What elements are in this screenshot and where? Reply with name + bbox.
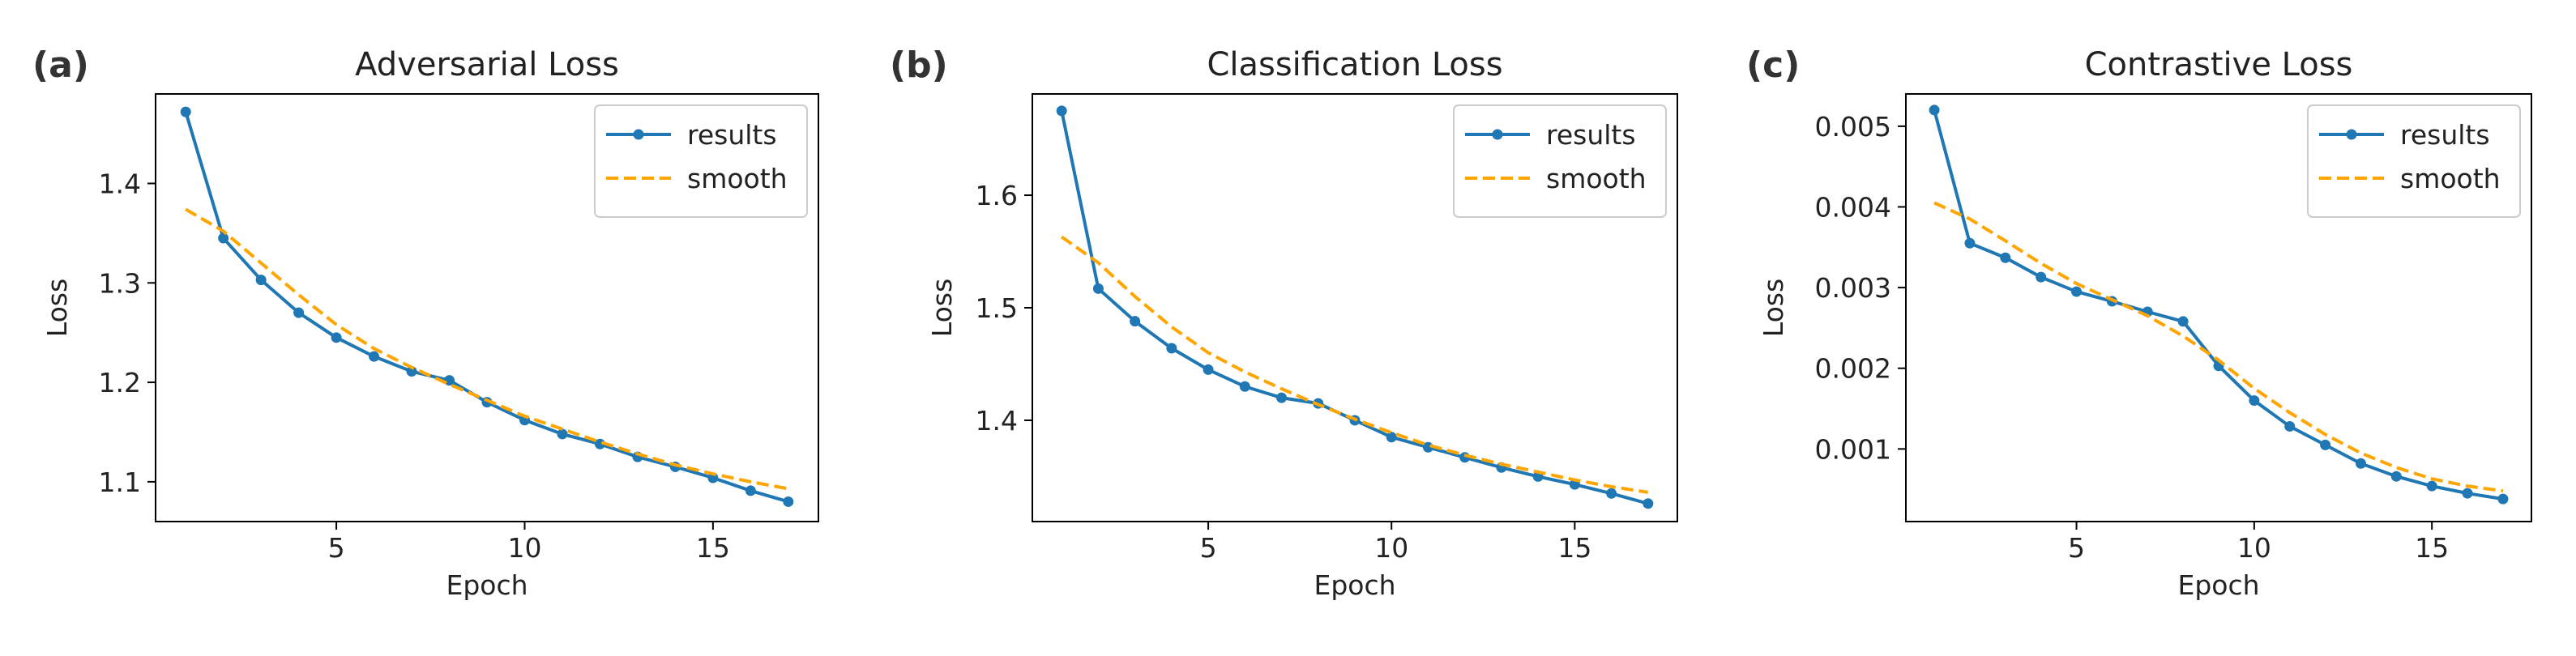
series-line-smooth <box>185 207 789 491</box>
x-axis-label: Epoch <box>446 569 528 601</box>
data-point <box>2320 439 2331 450</box>
x-tick-label: 15 <box>2415 532 2449 564</box>
legend-label-smooth: smooth <box>2400 163 2501 194</box>
data-point <box>1386 432 1397 443</box>
data-point <box>1964 237 1976 249</box>
chart-panel-1: (a) Adversarial Loss 5 10 15 1.1 1.2 1.3 1.4 Epoc… <box>32 45 819 601</box>
legend: results smooth <box>2307 104 2521 218</box>
panel-letter: (a) <box>32 45 89 86</box>
plot-frame <box>1905 93 2532 522</box>
x-tick-label: 10 <box>1374 532 1408 564</box>
data-point <box>1166 343 1177 354</box>
data-point <box>1056 105 1067 117</box>
y-tick-label: 1.4 <box>976 405 1018 437</box>
chart-title: Classification Loss <box>1207 46 1502 83</box>
data-point <box>1643 498 1654 509</box>
legend-marker <box>1492 129 1503 140</box>
y-tick-label: 1.6 <box>976 180 1018 211</box>
data-point <box>1606 488 1617 499</box>
x-tick-label: 5 <box>2068 532 2085 564</box>
data-point <box>2355 458 2366 469</box>
x-tick-label: 10 <box>507 532 541 564</box>
data-point <box>745 485 756 496</box>
legend-marker <box>633 129 644 140</box>
data-point <box>331 332 342 343</box>
data-point <box>1203 364 1214 375</box>
chart-panel-2: (b) Classification Loss 5 10 15 1.4 1.5 1.6 Epoc… <box>890 45 1678 601</box>
y-axis-label: Loss <box>41 279 73 337</box>
y-axis-label: Loss <box>1758 279 1789 337</box>
panel-letter: (b) <box>890 45 948 86</box>
data-point <box>1239 381 1250 392</box>
legend-marker <box>2346 129 2357 140</box>
data-point <box>1276 392 1288 403</box>
y-tick-label: 0.004 <box>1815 191 1891 223</box>
chart-title: Contrastive Loss <box>2085 46 2353 83</box>
x-axis-label: Epoch <box>1314 569 1395 601</box>
legend-label-smooth: smooth <box>1546 163 1647 194</box>
series-line-smooth <box>1933 201 2504 493</box>
y-axis-label: Loss <box>926 279 958 337</box>
data-point <box>406 366 417 377</box>
legend-label-results: results <box>1546 119 1636 151</box>
y-tick-label: 1.5 <box>976 292 1018 324</box>
y-tick-label: 1.3 <box>99 267 141 299</box>
x-tick-label: 10 <box>2237 532 2271 564</box>
data-point <box>2390 471 2402 482</box>
legend-label-smooth: smooth <box>687 163 788 194</box>
x-tick-label: 5 <box>1200 532 1217 564</box>
data-point <box>2036 271 2047 283</box>
data-point <box>557 428 568 440</box>
data-point <box>1130 316 1141 327</box>
chart-title: Adversarial Loss <box>355 46 619 83</box>
x-tick-label: 15 <box>696 532 730 564</box>
panel-letter: (c) <box>1746 45 1800 86</box>
data-point <box>293 307 305 318</box>
data-point <box>2497 493 2509 505</box>
data-point <box>783 496 794 507</box>
data-point <box>2462 488 2473 499</box>
y-tick-label: 0.005 <box>1815 111 1891 143</box>
data-point <box>2177 316 2189 327</box>
legend-label-results: results <box>2400 119 2490 151</box>
data-point <box>1092 283 1104 294</box>
x-axis-label: Epoch <box>2177 569 2259 601</box>
data-point <box>218 232 229 244</box>
plot-frame <box>155 93 819 522</box>
data-point <box>255 275 267 286</box>
legend: results smooth <box>1453 104 1667 218</box>
data-point <box>180 106 191 117</box>
x-tick-label: 5 <box>328 532 345 564</box>
y-tick-label: 0.003 <box>1815 272 1891 304</box>
y-tick-label: 0.002 <box>1815 353 1891 385</box>
y-tick-label: 1.4 <box>99 168 141 200</box>
legend-label-results: results <box>687 119 777 151</box>
data-point <box>369 351 380 362</box>
series-line-smooth <box>1061 235 1649 494</box>
data-point <box>2426 480 2437 492</box>
data-point <box>2284 420 2296 432</box>
plot-frame <box>1032 93 1678 522</box>
legend: results smooth <box>594 104 808 218</box>
data-point <box>444 375 455 386</box>
y-tick-label: 1.2 <box>99 367 141 398</box>
data-point <box>1929 104 1940 116</box>
y-tick-label: 0.001 <box>1815 433 1891 465</box>
data-point <box>2071 286 2083 297</box>
chart-panel-3: (c) Contrastive Loss 5 10 15 0.001 0.002 0.003 0… <box>1746 45 2532 601</box>
x-tick-label: 15 <box>1557 532 1591 564</box>
data-point <box>2249 395 2260 407</box>
y-tick-label: 1.1 <box>99 466 141 498</box>
data-point <box>2000 252 2011 263</box>
